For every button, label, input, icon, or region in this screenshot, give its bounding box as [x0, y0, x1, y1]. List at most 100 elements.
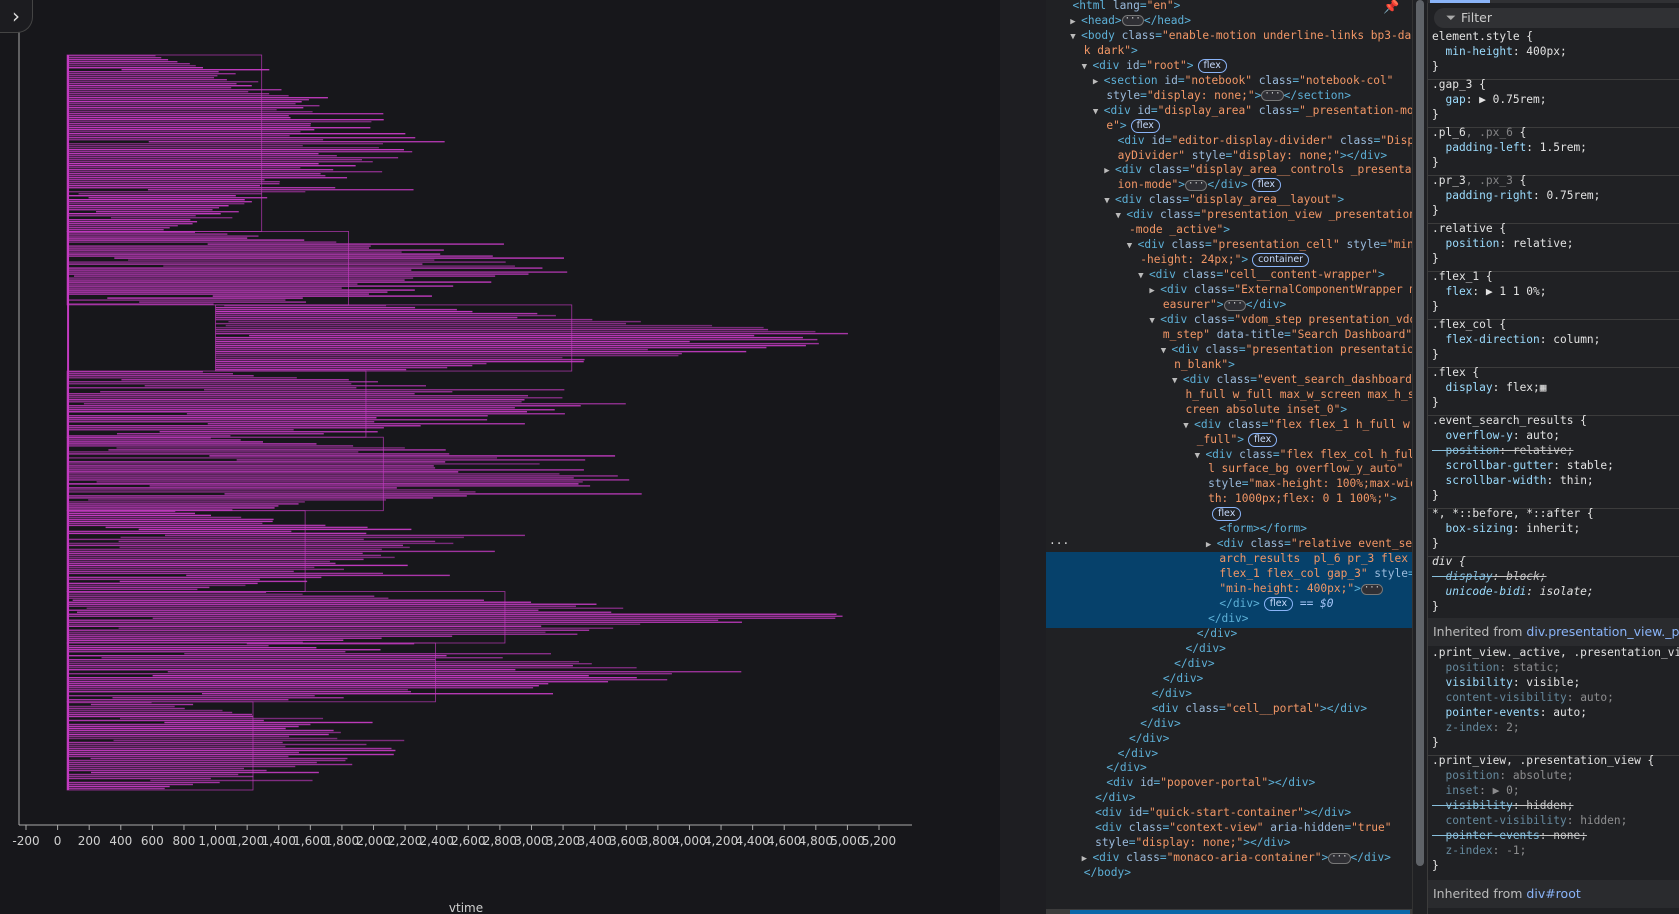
dom-node-line[interactable]: e"> flex [1093, 118, 1160, 133]
style-line[interactable]: position: relative; [1432, 443, 1573, 458]
collapse-triangle-icon[interactable]: ▼ [1081, 61, 1093, 72]
collapse-triangle-icon[interactable]: ▼ [1115, 211, 1127, 222]
inherited-link[interactable]: div#root [1526, 886, 1581, 901]
style-line[interactable]: inset: ▶ 0; [1432, 783, 1519, 798]
style-line[interactable]: .event_search_results { [1432, 413, 1587, 428]
dom-node-line[interactable]: </div> [1104, 746, 1158, 761]
style-line[interactable]: } [1432, 59, 1439, 74]
dom-node-line[interactable]: <form></form> [1206, 521, 1307, 536]
flex-badge[interactable]: flex [1263, 597, 1294, 611]
style-line[interactable]: .pl_6, .px_6 { [1432, 125, 1526, 140]
dom-node-line[interactable]: ▼ <div class="event_search_dashboard [1172, 372, 1412, 387]
style-line[interactable]: content-visibility: hidden; [1432, 813, 1627, 828]
dom-node-line[interactable]: ▼ <div id="root"> flex [1082, 58, 1227, 73]
dom-node-line[interactable]: "min-height: 400px;"> ··· [1206, 581, 1384, 596]
flex-badge[interactable]: flex [1130, 118, 1160, 133]
dom-node-line[interactable]: <div id="editor-display-divider" class="… [1104, 133, 1412, 148]
style-line[interactable]: scrollbar-gutter: stable; [1432, 458, 1613, 473]
dom-node-line[interactable]: flex [1195, 506, 1242, 522]
styles-filter-input[interactable]: ⏷ Filter [1434, 8, 1679, 28]
dom-node-line[interactable]: -height: 24px;"> container [1127, 252, 1310, 268]
style-line[interactable]: visibility: hidden; [1432, 798, 1573, 813]
style-line[interactable]: } [1432, 299, 1439, 314]
dom-node-line[interactable]: n_blank"> [1161, 357, 1235, 372]
expand-triangle-icon[interactable]: ▶ [1205, 540, 1217, 551]
dom-node-line[interactable]: </body> [1070, 865, 1131, 880]
style-line[interactable]: display: flex;▦ [1432, 380, 1546, 395]
collapse-triangle-icon[interactable]: ▼ [1126, 241, 1138, 252]
node-menu-icon[interactable]: ··· [1049, 537, 1070, 551]
style-line[interactable]: } [1432, 488, 1439, 503]
style-line[interactable]: content-visibility: auto; [1432, 690, 1613, 705]
style-line[interactable]: z-index: -1; [1432, 843, 1526, 858]
style-line[interactable]: .flex_1 { [1432, 269, 1493, 284]
dom-node-line[interactable]: ▼ <div class="presentation presentatio [1161, 342, 1412, 357]
dom-node-line[interactable]: arch_results pl_6 pr_3 flex [1206, 551, 1408, 566]
dom-node-line[interactable]: </div> [1172, 641, 1225, 656]
style-line[interactable]: } [1432, 599, 1439, 614]
style-line[interactable]: } [1432, 107, 1439, 122]
pin-icon[interactable]: 📌 [1383, 0, 1400, 15]
expand-triangle-icon[interactable]: ▶ [1092, 76, 1104, 87]
style-line[interactable]: .pr_3, .px_3 { [1432, 173, 1526, 188]
style-line[interactable]: } [1432, 251, 1439, 266]
flex-badge[interactable]: container [1252, 253, 1310, 268]
dom-node-line[interactable]: ▼ <div class="presentation_view _present… [1116, 207, 1413, 222]
collapse-triangle-icon[interactable]: ▼ [1070, 31, 1082, 42]
style-line[interactable]: .flex { [1432, 365, 1479, 380]
style-line[interactable]: } [1432, 395, 1439, 410]
ellipsis-badge[interactable]: ··· [1360, 583, 1384, 595]
style-line[interactable]: *, *::before, *::after { [1432, 506, 1594, 521]
style-line[interactable]: } [1432, 858, 1439, 873]
dom-node-line[interactable]: ▼ <div class="display_area__layout"> [1104, 192, 1344, 207]
style-line[interactable]: display: block; [1432, 569, 1546, 584]
ellipsis-badge[interactable]: ··· [1223, 299, 1246, 311]
expand-triangle-icon[interactable]: ▶ [1149, 286, 1161, 297]
style-line[interactable]: position: absolute; [1432, 768, 1573, 783]
dom-node-line[interactable]: style="max-height: 100%;max-wid [1195, 476, 1412, 491]
dom-node-line[interactable]: </div> [1138, 686, 1192, 701]
dom-node-line[interactable]: -mode _active"> [1116, 222, 1230, 237]
flex-badge[interactable]: flex [1197, 58, 1227, 73]
style-line[interactable]: .gap_3 { [1432, 77, 1486, 92]
dom-node-line[interactable]: flex_1 flex_col gap_3" style= [1206, 566, 1412, 581]
dom-node-line[interactable]: style="display: none;"></div> [1082, 835, 1290, 850]
dom-node-line[interactable]: ▶ <div class="relative event_se ··· [1049, 536, 1412, 551]
dom-node-line[interactable]: m_step" data-title="Search Dashboard"> [1149, 327, 1412, 342]
style-line[interactable]: scrollbar-width: thin; [1432, 473, 1593, 488]
dom-node-line[interactable]: ion-mode"> ··· </div> flex [1104, 177, 1282, 193]
style-line[interactable]: visibility: visible; [1432, 675, 1580, 690]
dom-node-line[interactable]: </div> [1149, 671, 1203, 686]
style-line[interactable]: } [1432, 536, 1439, 551]
style-line[interactable]: z-index: 2; [1432, 720, 1519, 735]
dom-node-line[interactable]: ▼ <div class="vdom_step presentation_vdo [1149, 312, 1412, 327]
style-line[interactable]: } [1432, 735, 1439, 750]
dom-node-line[interactable]: </div> [1161, 656, 1214, 671]
dom-node-line[interactable]: ▶ <div class="monaco-aria-container"> ···… [1082, 850, 1391, 865]
style-line[interactable]: flex: ▶ 1 1 0%; [1432, 284, 1546, 299]
style-line[interactable]: pointer-events: auto; [1432, 705, 1586, 720]
collapse-triangle-icon[interactable]: ▼ [1194, 450, 1206, 461]
scroll-thumb[interactable] [1416, 0, 1424, 866]
collapse-triangle-icon[interactable]: ▼ [1092, 106, 1104, 117]
style-line[interactable]: } [1432, 155, 1439, 170]
dom-node-line[interactable]: </div> [1116, 731, 1169, 746]
dom-node-line[interactable]: <div class="cell__portal"></div> [1138, 701, 1368, 716]
dom-node-line[interactable]: ▼ <div class="flex flex_1 h_full w [1183, 417, 1409, 432]
dom-node-line[interactable]: ▼ <body class="enable-motion underline-l… [1070, 28, 1412, 43]
dom-node-line[interactable]: </div> [1195, 611, 1248, 626]
style-line[interactable]: overflow-y: auto; [1432, 428, 1560, 443]
dom-node-line[interactable]: ▼ <div class="presentation_cell" style="… [1127, 237, 1412, 252]
dom-node-line[interactable]: ▶ <section id="notebook" class="notebook… [1093, 73, 1394, 88]
collapse-triangle-icon[interactable]: ▼ [1183, 420, 1195, 431]
dom-node-line[interactable]: ▼ <div id="display_area" class="_present… [1093, 103, 1412, 118]
style-line[interactable]: padding-left: 1.5rem; [1432, 140, 1586, 155]
dom-node-line[interactable]: </div> [1127, 716, 1180, 731]
style-line[interactable]: box-sizing: inherit; [1432, 521, 1580, 536]
collapse-triangle-icon[interactable]: ▼ [1160, 345, 1172, 356]
dom-node-line[interactable]: h_full w_full max_w_screen max_h_s [1172, 387, 1412, 402]
dom-node-line[interactable]: </div> [1183, 626, 1237, 641]
dom-node-line[interactable]: ▼ <div class="cell__content-wrapper"> [1138, 267, 1385, 282]
style-line[interactable]: } [1432, 347, 1439, 362]
style-line[interactable]: .flex_col { [1432, 317, 1506, 332]
